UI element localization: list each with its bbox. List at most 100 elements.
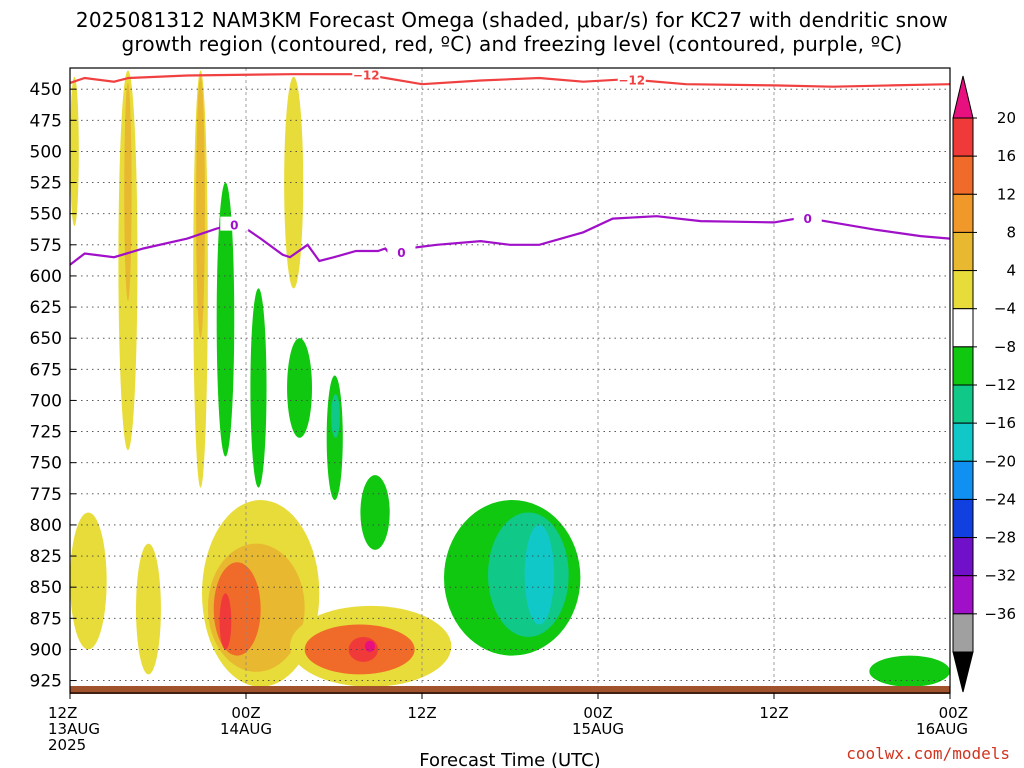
terrain-strip: [70, 686, 950, 694]
colorbar-top-arrow: [952, 75, 974, 119]
y-tick-label-475: 475: [30, 111, 62, 131]
x-tick-label-12-1: 14AUG: [220, 720, 272, 738]
contour-label-bg-0-2: [793, 210, 822, 225]
contour-label-bg--12-0: [352, 68, 381, 81]
colorbar-label-0: 20: [997, 109, 1016, 127]
x-tick-label-0-2: 2025: [48, 736, 86, 754]
colorbar-box-1: [952, 155, 974, 195]
omega-region-16: [136, 543, 161, 675]
contour-label--12-1: −12: [618, 74, 645, 88]
plot-frame: [69, 67, 951, 694]
contour-label-bg--12-1: [617, 71, 646, 86]
colorbar-label-2: 12: [997, 185, 1016, 203]
x-axis-label: Forecast Time (UTC): [419, 750, 600, 768]
colorbar-label-5: −4: [994, 300, 1016, 318]
colorbar-box-2: [952, 193, 974, 233]
colorbar-box-0: [952, 117, 974, 157]
y-axis: 450 475 500 525 550 575 600 625 650 675 700 725 750 7…: [30, 80, 76, 692]
x-tick-label-60-1: 16AUG: [916, 720, 968, 738]
contour-label--12-0: −12: [353, 69, 380, 83]
y-tick-label-875: 875: [30, 609, 62, 629]
omega-shading: [70, 70, 950, 687]
colorbar-label-10: −24: [984, 490, 1016, 508]
colorbar-label-11: −28: [984, 529, 1016, 547]
y-tick-label-775: 775: [30, 485, 62, 505]
colorbar-bottom-arrow: [952, 651, 974, 693]
y-tick-label-750: 750: [30, 454, 62, 474]
contour-label-bg-0-1: [387, 244, 416, 259]
colorbar-box-8: [952, 422, 974, 462]
omega-region-14: [524, 524, 554, 625]
x-tick-label-36-0: 00Z: [583, 704, 612, 722]
y-tick-label-600: 600: [30, 267, 62, 287]
colorbar-box-10: [952, 498, 974, 539]
x-tick-label-24-0: 12Z: [407, 704, 436, 722]
colorbar-box-4: [952, 270, 974, 310]
colorbar-box-7: [952, 384, 974, 424]
colorbar-label-4: 4: [1006, 262, 1016, 280]
credit-text: coolwx.com/models: [846, 744, 1010, 763]
y-tick-label-900: 900: [30, 640, 62, 660]
contour-label-0-2: 0: [804, 212, 812, 226]
colorbar-box-6: [952, 346, 974, 386]
y-tick-label-550: 550: [30, 205, 62, 225]
x-tick-label-0-0: 12Z: [48, 704, 77, 722]
colorbar-label-9: −20: [984, 452, 1016, 470]
chart-title-line-2: growth region (contoured, red, ºC) and f…: [121, 32, 903, 56]
colorbar-box-5: [952, 308, 974, 348]
colorbar-box-3: [952, 231, 974, 272]
x-tick-label-36-1: 15AUG: [572, 720, 624, 738]
colorbar-label-3: 8: [1006, 223, 1016, 241]
x-tick-label-48-0: 12Z: [759, 704, 788, 722]
y-tick-label-800: 800: [30, 516, 62, 536]
colorbar-label-6: −8: [994, 338, 1016, 356]
y-tick-label-650: 650: [30, 329, 62, 349]
omega-region-15: [70, 512, 107, 650]
colorbar-label-7: −12: [984, 376, 1016, 394]
colorbar-box-9: [952, 460, 974, 500]
colorbar-label-13: −36: [984, 605, 1016, 623]
colorbar-box-13: [952, 613, 974, 653]
omega-region-10: [331, 394, 340, 438]
contour--12: [70, 73, 950, 88]
omega-region-9: [326, 375, 343, 501]
omega-region-24: [364, 640, 376, 652]
y-tick-label-725: 725: [30, 423, 62, 443]
contour-label-bg-0-0: [220, 216, 249, 231]
x-tick-label-0-1: 13AUG: [48, 720, 100, 738]
y-tick-label-575: 575: [30, 236, 62, 256]
omega-region-11: [360, 475, 390, 550]
contour-label-0-0: 0: [230, 219, 238, 233]
omega-region-4: [196, 76, 205, 339]
x-tick-label-12-0: 00Z: [231, 704, 260, 722]
y-tick-label-525: 525: [30, 174, 62, 194]
omega-region-25: [869, 655, 950, 687]
colorbar-label-8: −16: [984, 414, 1016, 432]
temperature-contours: −12 −12 0 0 0: [70, 68, 950, 266]
gridlines: [69, 68, 951, 693]
y-tick-label-625: 625: [30, 298, 62, 318]
omega-region-2: [124, 82, 132, 301]
colorbar: 20 16 12 8 4 −4 −8 −12 −16 −20 −24 −28 −32 −36: [952, 75, 1016, 693]
omega-region-5: [284, 76, 304, 289]
y-tick-label-700: 700: [30, 391, 62, 411]
colorbar-label-12: −32: [984, 567, 1016, 585]
y-tick-label-850: 850: [30, 578, 62, 598]
omega-region-7: [250, 288, 267, 488]
y-tick-label-825: 825: [30, 547, 62, 567]
omega-region-20: [219, 593, 232, 650]
y-tick-label-450: 450: [30, 80, 62, 100]
omega-region-8: [287, 338, 312, 438]
x-tick-label-60-0: 00Z: [939, 704, 968, 722]
colorbar-box-12: [952, 575, 974, 615]
y-tick-label-500: 500: [30, 142, 62, 162]
omega-region-6: [216, 182, 235, 457]
colorbar-label-1: 16: [997, 147, 1016, 165]
y-tick-label-925: 925: [30, 672, 62, 692]
colorbar-box-11: [952, 537, 974, 577]
contour-label-0-1: 0: [397, 246, 405, 260]
chart-title-line-1: 2025081312 NAM3KM Forecast Omega (shaded…: [75, 8, 949, 32]
y-tick-label-675: 675: [30, 360, 62, 380]
